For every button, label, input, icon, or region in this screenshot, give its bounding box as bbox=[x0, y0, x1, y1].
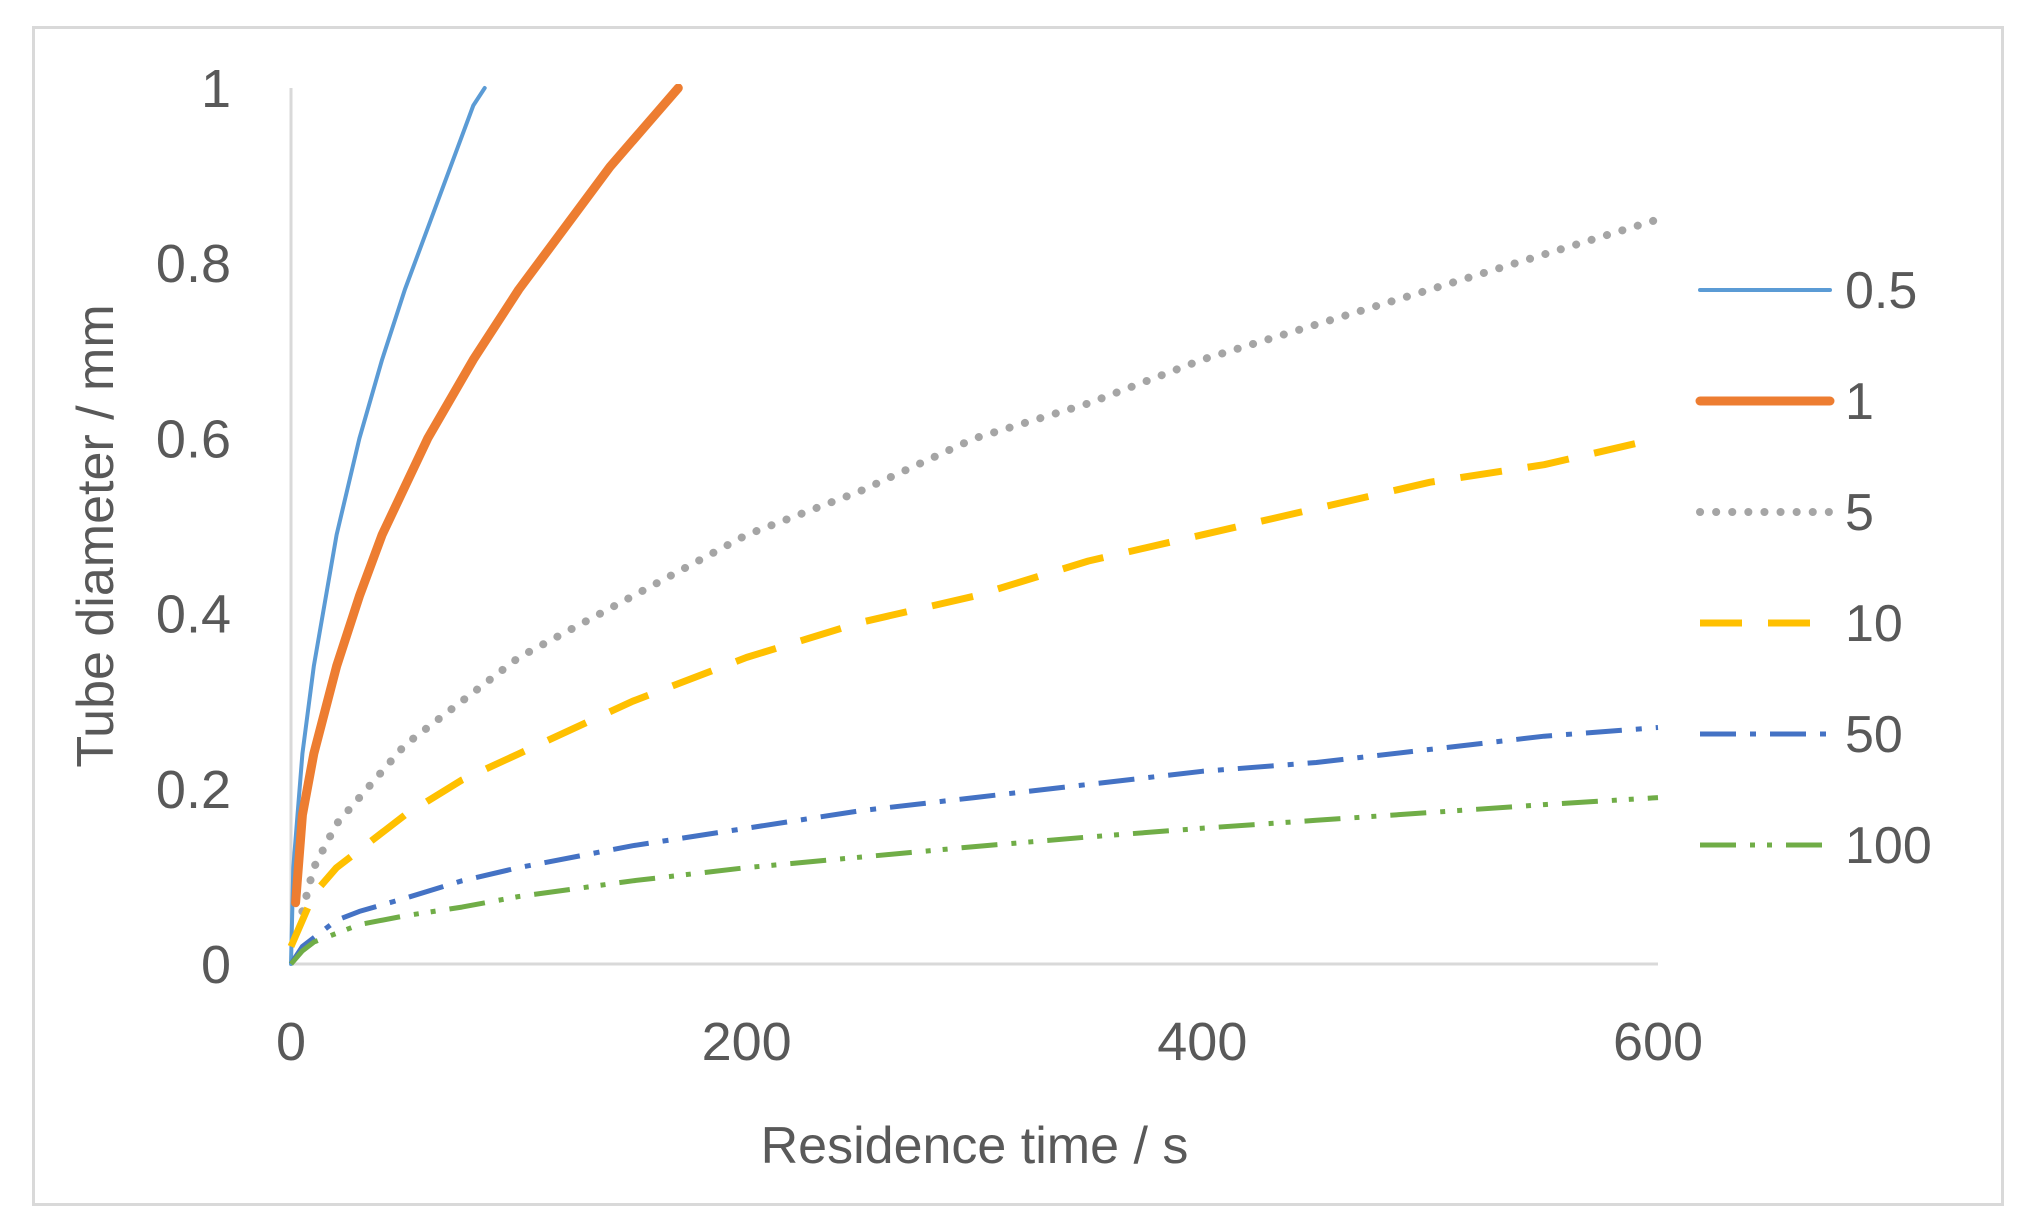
legend-item: 50 bbox=[1700, 706, 1903, 764]
legend-label: 0.5 bbox=[1845, 262, 1917, 320]
y-tick-label: 0.4 bbox=[156, 585, 231, 645]
legend-item: 0.5 bbox=[1698, 262, 1917, 320]
y-tick-label: 0.6 bbox=[156, 409, 231, 469]
y-tick-labels: 0 0.2 0.4 0.6 0.8 1 bbox=[156, 59, 231, 995]
x-tick-label: 0 bbox=[276, 1012, 306, 1072]
y-tick-label: 0.2 bbox=[156, 760, 231, 820]
series-layer bbox=[287, 84, 1662, 966]
x-tick-label: 200 bbox=[702, 1012, 792, 1072]
series-line-100 bbox=[289, 795, 1659, 966]
x-tick-label: 600 bbox=[1613, 1012, 1703, 1072]
legend-label: 5 bbox=[1845, 484, 1874, 542]
legend-item: 10 bbox=[1700, 595, 1903, 653]
chart-frame bbox=[32, 26, 2004, 1206]
y-axis-title: Tube diameter / mm bbox=[67, 304, 125, 767]
x-tick-label: 400 bbox=[1157, 1012, 1247, 1072]
legend-label: 10 bbox=[1845, 595, 1903, 653]
series-line-50 bbox=[288, 725, 1659, 966]
legend-item: 5 bbox=[1696, 484, 1874, 542]
y-tick-label: 1 bbox=[201, 59, 231, 119]
legend-label: 50 bbox=[1845, 706, 1903, 764]
x-tick-labels: 0 200 400 600 bbox=[276, 1012, 1703, 1072]
y-tick-label: 0.8 bbox=[156, 234, 231, 294]
legend-item: 100 bbox=[1700, 817, 1932, 875]
y-tick-label: 0 bbox=[201, 935, 231, 995]
legend-label: 100 bbox=[1845, 817, 1932, 875]
series-line-0-5 bbox=[289, 86, 487, 966]
series-line-5 bbox=[298, 215, 1662, 916]
legend-label: 1 bbox=[1845, 373, 1874, 431]
axes-layer bbox=[289, 88, 1658, 966]
series-line-1 bbox=[291, 84, 683, 908]
series-line-10 bbox=[287, 434, 1659, 948]
legend: 0.5 1 5 10 50 100 bbox=[1695, 262, 1932, 875]
x-axis-title: Residence time / s bbox=[761, 1117, 1189, 1175]
legend-item: 1 bbox=[1695, 373, 1874, 431]
